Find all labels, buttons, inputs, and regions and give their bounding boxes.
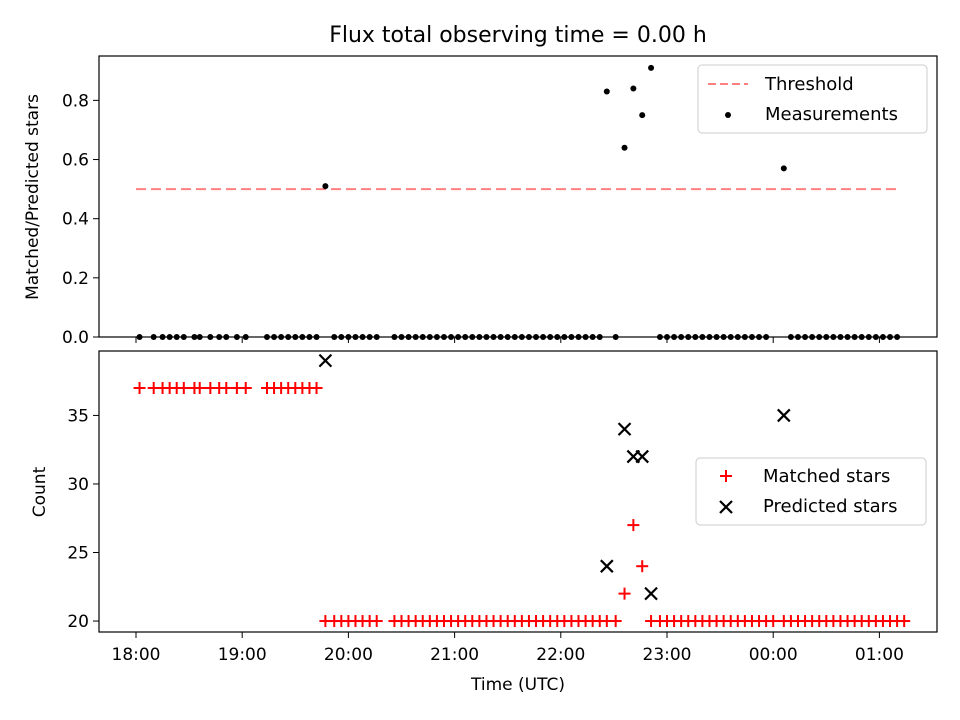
measurement-point [621, 144, 628, 151]
legend-matched-label: Matched stars [763, 466, 890, 487]
matched-star-point [636, 560, 649, 573]
matched-star-point [239, 382, 252, 395]
matched-star-point [609, 615, 622, 628]
top-y-tick-label: 0.8 [62, 91, 89, 111]
measurement-point [322, 183, 329, 190]
bottom-legend: Matched stars Predicted stars [695, 457, 927, 526]
bottom-y-ticks: 20 25 30 35 [67, 406, 99, 632]
matched-star-point [370, 615, 383, 628]
matched-star-point [177, 382, 190, 395]
legend-matched-swatch [720, 470, 732, 482]
predicted-star-point [600, 559, 614, 573]
bottom-x-tick-label: 23:00 [643, 645, 692, 665]
bottom-plot-frame [98, 350, 938, 633]
top-y-tick-label: 0.0 [62, 328, 89, 348]
bottom-y-tick-label: 20 [67, 612, 89, 632]
legend-matched-marker [720, 470, 732, 482]
matched-star-point [310, 382, 323, 395]
chart-title: Flux total observing time = 0.00 h [329, 23, 707, 48]
matched-star-point [220, 382, 233, 395]
measurement-point [630, 85, 637, 92]
top-y-tick-label: 0.4 [62, 210, 89, 230]
bottom-x-tick-label: 21:00 [430, 645, 479, 665]
bottom-x-tick-label: 01:00 [855, 645, 904, 665]
top-plot-frame [98, 55, 938, 338]
bottom-y-axis-label: Count [30, 466, 50, 517]
legend-predicted-swatch [719, 500, 733, 514]
top-panel: Flux total observing time = 0.00 h Match… [23, 23, 938, 348]
matched-star-point [898, 615, 911, 628]
matched-star-point [767, 615, 780, 628]
measurement-point [603, 88, 610, 95]
bottom-x-tick-label: 19:00 [218, 645, 267, 665]
legend-predicted-marker [719, 500, 733, 514]
bottom-legend-box [695, 457, 927, 526]
legend-predicted-label: Predicted stars [763, 496, 897, 517]
bottom-panel: Count Time (UTC) 20 25 30 35 18:00 19:00 20:0… [30, 350, 938, 695]
legend-measurements-label: Measurements [765, 104, 898, 125]
top-y-ticks: 0.0 0.2 0.4 0.6 0.8 [62, 91, 99, 348]
bottom-x-ticks: 18:00 19:00 20:00 21:00 22:00 23:00 00:00 01:00 [112, 632, 904, 665]
legend-threshold-label: Threshold [764, 74, 854, 95]
predicted-star-point [635, 449, 649, 464]
bottom-x-tick-label: 18:00 [112, 645, 161, 665]
measurement-point [648, 64, 655, 71]
measurement-point [780, 165, 787, 172]
bottom-y-tick-label: 25 [67, 543, 89, 563]
predicted-star-point [318, 353, 333, 368]
matched-star-point [618, 587, 631, 600]
top-y-tick-label: 0.2 [62, 269, 89, 289]
top-legend-box [697, 64, 928, 134]
bottom-x-tick-label: 20:00 [324, 645, 373, 665]
bottom-x-tick-label: 22:00 [536, 645, 585, 665]
predicted-stars-points [318, 353, 791, 601]
legend-measurements-swatch [725, 112, 731, 118]
top-y-axis-label: Matched/Predicted stars [23, 94, 43, 300]
matched-star-point [193, 382, 206, 395]
matched-stars-points [133, 382, 911, 628]
predicted-star-point [777, 408, 791, 423]
measurement-point [639, 112, 646, 119]
matched-star-point [133, 382, 146, 395]
bottom-x-tick-label: 00:00 [749, 645, 798, 665]
x-axis-label: Time (UTC) [470, 675, 565, 695]
predicted-star-point [617, 422, 632, 436]
predicted-star-point [644, 586, 658, 601]
bottom-y-tick-label: 35 [67, 406, 89, 426]
top-legend: Threshold Measurements [697, 64, 928, 134]
top-y-tick-label: 0.6 [62, 151, 89, 171]
bottom-y-tick-label: 30 [67, 475, 89, 495]
matched-star-point [627, 519, 640, 532]
